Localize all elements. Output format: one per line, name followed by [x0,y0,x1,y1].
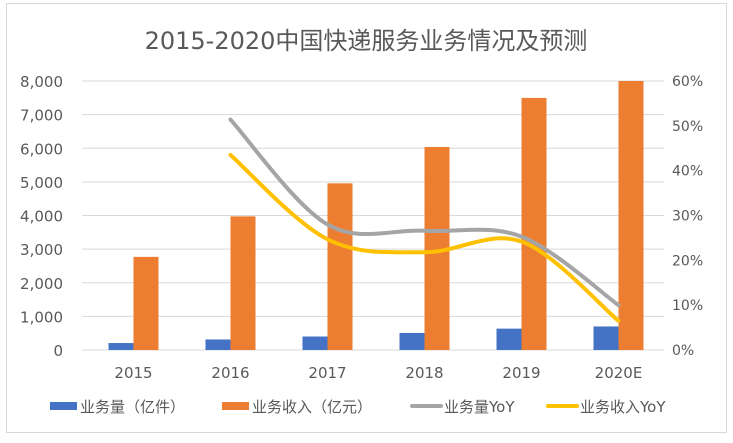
y-left-tick-label: 3,000 [20,241,63,259]
y-right-tick-label: 60% [672,74,703,90]
bar-revenue-2015 [133,256,159,350]
chart-frame [6,3,727,433]
chart-title: 2015-2020中国快递服务业务情况及预测 [145,27,588,55]
y-right-tick-label: 50% [672,119,703,135]
x-tick-label: 2020E [595,364,643,382]
bar-revenue-2016 [230,216,256,350]
x-tick-label: 2018 [405,364,443,382]
bar-revenue-2020E [618,81,644,350]
y-left-tick-label: 2,000 [20,275,63,293]
bar-volume-2019 [496,328,522,350]
y-right-tick-label: 30% [672,209,703,225]
x-tick-label: 2017 [308,364,346,382]
bar-revenue-2019 [521,97,547,350]
legend-item: 业务量（亿件） [50,398,185,416]
bar-volume-2018 [399,332,425,350]
legend-item: 业务收入YoY [546,398,666,416]
y-right-tick-label: 0% [672,343,694,359]
y-left-tick-label: 8,000 [20,73,63,91]
y-left-tick-label: 0 [53,342,63,360]
legend-item: 业务量YoY [410,398,515,416]
y-right-tick-label: 10% [672,298,703,314]
x-tick-label: 2019 [502,364,540,382]
x-tick-label: 2016 [211,364,249,382]
y-left-tick-label: 7,000 [20,107,63,125]
y-left-tick-label: 5,000 [20,174,63,192]
bar-volume-2020E [593,326,619,350]
line-revenue-yoy [228,152,621,323]
bar-revenue-2017 [327,183,353,350]
legend-swatch [222,402,249,410]
y-left-tick-label: 6,000 [20,140,63,158]
y-left-tick-label: 4,000 [20,208,63,226]
x-tick-label: 2015 [114,364,152,382]
bar-volume-2016 [205,339,231,350]
legend-label: 业务收入YoY [580,398,666,416]
legend-swatch [50,402,77,410]
legend-label: 业务收入（亿元） [252,398,372,416]
y-left-tick-label: 1,000 [20,308,63,326]
legend-label: 业务量YoY [444,398,515,416]
legend-item: 业务收入（亿元） [222,398,372,416]
y-right-tick-label: 20% [672,253,703,269]
line-volume-yoy [228,117,621,308]
legend-label: 业务量（亿件） [80,398,185,416]
bar-volume-2015 [108,343,134,350]
bar-volume-2017 [302,336,328,350]
y-right-tick-label: 40% [672,164,703,180]
